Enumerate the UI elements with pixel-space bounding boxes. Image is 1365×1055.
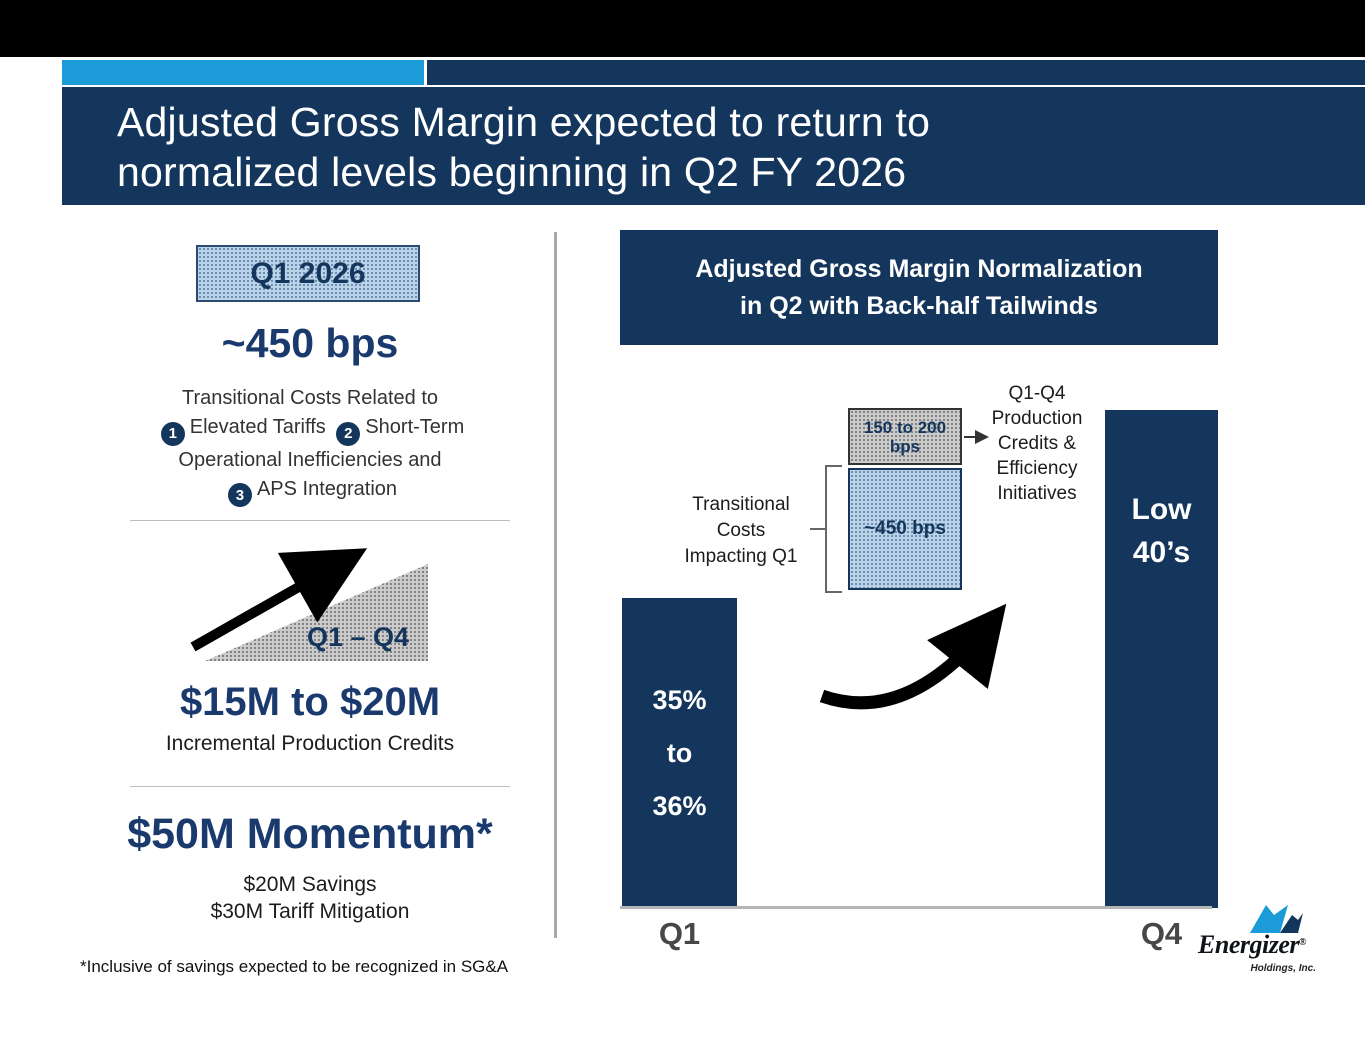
footnote: *Inclusive of savings expected to be rec… [80, 957, 509, 976]
left-divider-2 [130, 786, 510, 787]
momentum-detail-savings: $20M Savings [243, 873, 377, 896]
bar-q1-label-line1: 35% [652, 684, 707, 715]
costs-item1-label: Elevated Tariffs [189, 416, 326, 438]
costs-item2-label: Short-Term [365, 416, 465, 438]
transitional-costs-text: Transitional Costs Related to 1 Elevated … [98, 384, 522, 507]
costs-item3-label: APS Integration [256, 477, 398, 500]
top-black-bar [0, 0, 1365, 57]
bar-q4-label-line2: 40’s [1132, 536, 1191, 569]
costs-line-4: 3 APS Integration [98, 475, 522, 507]
transitional-label-line2: Costs [716, 520, 766, 541]
credits-note-line1: Q1-Q4 [1008, 383, 1066, 404]
momentum-detail-tariff: $30M Tariff Mitigation [210, 900, 410, 923]
bar-q1-label-line3: 36% [652, 790, 707, 821]
number-badge-1: 1 [160, 421, 185, 446]
transitional-label-line3: Impacting Q1 [684, 546, 798, 567]
accent-bar-navy [427, 60, 1365, 85]
credits-note-line4: Efficiency [996, 458, 1078, 479]
number-badge-3: 3 [227, 483, 252, 507]
slide-title: Adjusted Gross Margin expected to return… [117, 97, 1345, 197]
slide-header: Adjusted Gross Margin expected to return… [62, 87, 1365, 205]
production-credits-note: Q1-Q4 Production Credits & Efficiency In… [978, 381, 1096, 506]
credits-note-line3: Credits & [997, 433, 1077, 454]
credits-note-line2: Production [991, 408, 1083, 429]
bar-q1: 35% to 36% [622, 598, 737, 908]
accent-bar-light-blue [62, 60, 424, 85]
bracket-icon [810, 465, 842, 593]
energizer-flash-icon [1250, 905, 1303, 933]
slide-title-line2: normalized levels beginning in Q2 FY 202… [117, 149, 907, 195]
chart-header: Adjusted Gross Margin Normalization in Q… [620, 230, 1218, 345]
incremental-credits-caption: Incremental Production Credits [165, 732, 455, 755]
curved-growth-arrow-icon [819, 603, 1007, 710]
transitional-costs-chart-label: Transitional Costs Impacting Q1 [676, 492, 806, 570]
bar-q4-label-line1: Low [1131, 493, 1192, 526]
x-axis-label-q1: Q1 [658, 916, 701, 951]
credits-note-line5: Initiatives [997, 483, 1077, 504]
bps-value: ~450 bps [221, 320, 399, 366]
bar-q4: Low 40’s [1105, 410, 1218, 908]
annotation-box-450-bps: ~450 bps [848, 468, 962, 590]
transitional-label-line1: Transitional [692, 494, 790, 515]
incremental-credits-value: $15M to $20M [179, 680, 441, 724]
annotation-box-150-200-bps: 150 to 200 bps [848, 408, 962, 465]
energizer-wordmark: Energizer [1198, 930, 1299, 959]
q1-2026-badge: Q1 2026 [196, 245, 420, 302]
costs-line-3: Operational Inefficiencies and [178, 448, 442, 471]
x-axis-label-q4: Q4 [1140, 916, 1183, 951]
chart-baseline [620, 906, 1212, 909]
box-150-line2: bps [889, 436, 921, 456]
growth-arrow-icon [190, 548, 368, 652]
registered-mark: ® [1298, 937, 1306, 948]
left-divider-1 [130, 520, 510, 521]
energizer-holdings-text: Holdings, Inc. [1250, 963, 1316, 974]
chart-header-line2: in Q2 with Back-half Tailwinds [740, 291, 1098, 320]
momentum-value: $50M Momentum* [127, 810, 493, 858]
slide-title-line1: Adjusted Gross Margin expected to return… [117, 99, 931, 145]
number-badge-2: 2 [336, 421, 361, 446]
costs-line-2: 1 Elevated Tariffs 2 Short-Term [98, 413, 522, 446]
chart-header-line1: Adjusted Gross Margin Normalization [695, 254, 1143, 283]
triangle-label: Q1 – Q4 [306, 622, 410, 652]
vertical-divider [554, 232, 557, 938]
energizer-logo: Energizer® [1188, 930, 1316, 960]
costs-line-1: Transitional Costs Related to [181, 387, 439, 409]
connector-arrow-icon [964, 430, 989, 444]
bar-q1-label-line2: to [666, 737, 693, 768]
box-150-line1: 150 to 200 [863, 417, 947, 437]
